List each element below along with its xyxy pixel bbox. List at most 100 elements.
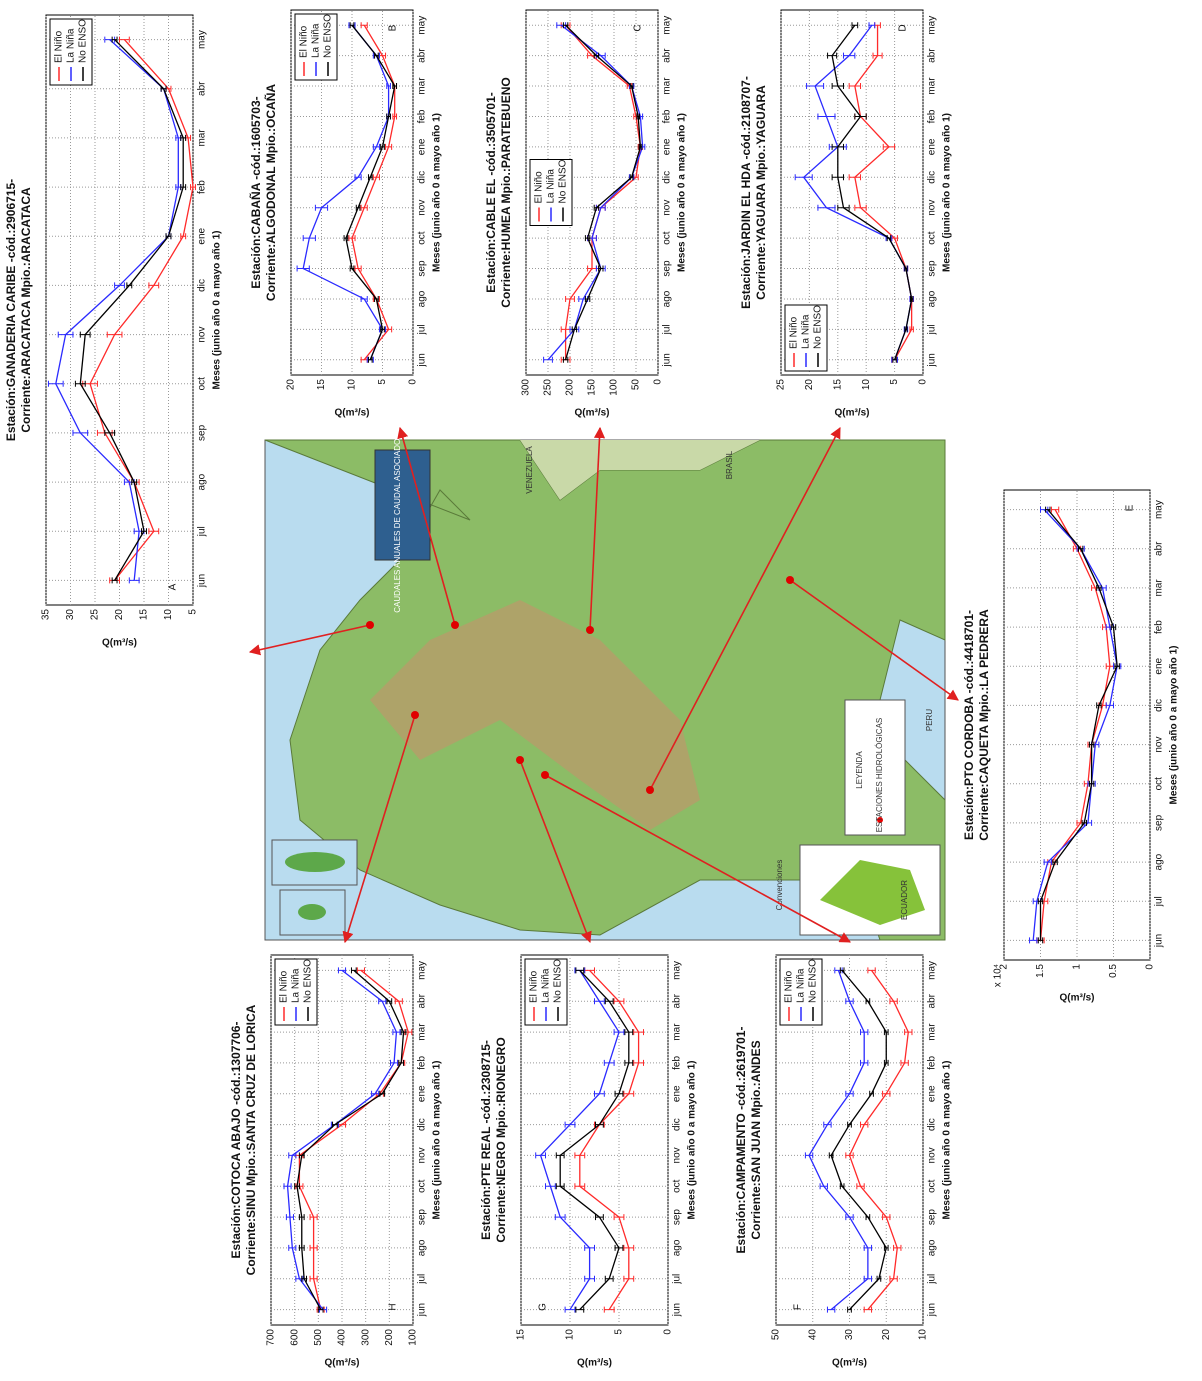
chart-panel: Estación:JARDIN EL HDA -cód.:2108707-Cor… (739, 10, 952, 419)
x-tick-label: jun (417, 1303, 428, 1317)
x-tick-label: oct (927, 1179, 938, 1193)
panel-label: A (168, 583, 179, 590)
x-tick-label: jul (662, 324, 673, 335)
x-tick-label: feb (662, 109, 673, 123)
x-tick-label: abr (927, 48, 938, 63)
x-axis-label: Meses (junio año 0 a mayo año 1) (1169, 646, 1180, 805)
y-tick-label: 0 (1145, 964, 1156, 970)
x-tick-label: oct (927, 231, 938, 245)
y-tick-label: 5 (377, 379, 388, 385)
y-tick-label: 20 (286, 379, 297, 391)
x-tick-label: ago (1154, 853, 1165, 870)
y-tick-label: 50 (771, 1329, 782, 1341)
x-tick-label: dic (672, 1118, 683, 1131)
chart-title: Estación:CAMPAMENTO -cód.:2619701- (734, 1027, 748, 1254)
x-tick-label: ene (662, 138, 673, 155)
y-tick-label: 300 (360, 1329, 371, 1346)
x-tick-label: jun (662, 353, 673, 367)
chart-title: Estación:PTE REAL -cód.:2308715- (479, 1040, 493, 1240)
x-tick-label: abr (417, 993, 428, 1008)
legend-label: La Niña (311, 23, 322, 58)
y-tick-label: 15 (139, 609, 150, 621)
legend-label: La Niña (546, 169, 557, 204)
x-tick-label: feb (417, 1056, 428, 1070)
x-tick-label: may (417, 16, 428, 35)
legend-label: No ENSO (78, 19, 89, 63)
x-tick-label: mar (672, 1023, 683, 1041)
chart-panel: Estación:CABAÑA -cód.:1605703-Corriente:… (248, 10, 442, 419)
legend-label: La Niña (801, 314, 812, 349)
x-tick-label: jul (672, 1274, 683, 1285)
x-tick-label: jul (927, 1274, 938, 1285)
x-tick-label: dic (927, 171, 938, 184)
station (541, 771, 549, 779)
y-tick-label: 5 (188, 609, 199, 615)
x-tick-label: oct (672, 1179, 683, 1193)
x-tick-label: jun (417, 353, 428, 367)
x-tick-label: may (417, 961, 428, 980)
x-axis-label: Meses (junio año 0 a mayo año 1) (432, 113, 443, 272)
x-tick-label: sep (1154, 814, 1165, 831)
legend-label: El Niño (529, 970, 540, 1003)
y-tick-label: 100 (609, 379, 620, 396)
y-tick-label: 150 (587, 379, 598, 396)
x-tick-label: abr (1154, 541, 1165, 556)
chart-title: Estación:COTOCA ABAJO -cód.:1307706- (229, 1022, 243, 1259)
y-tick-label: 0 (918, 379, 929, 385)
x-tick-label: mar (1154, 579, 1165, 597)
x-tick-label: nov (417, 1147, 428, 1163)
x-tick-label: mar (927, 77, 938, 95)
x-tick-label: oct (197, 377, 208, 391)
x-tick-label: jun (1154, 934, 1165, 948)
x-tick-label: oct (417, 231, 428, 245)
x-tick-label: may (927, 16, 938, 35)
chart-title: Estación:PTO CORDOBA -cód.:4418701- (962, 610, 976, 840)
country-label: BRASIL (725, 450, 734, 479)
y-tick-label: 10 (918, 1329, 929, 1341)
x-tick-label: sep (927, 260, 938, 277)
x-tick-label: jul (197, 526, 208, 537)
panel-label: G (538, 1303, 549, 1311)
x-tick-label: jul (417, 324, 428, 335)
y-axis-label: Q(m³/s) (102, 638, 137, 649)
legend-label: El Niño (784, 970, 795, 1003)
chart-title: Corriente:SAN JUAN Mpio.:ANDES (749, 1040, 763, 1239)
x-tick-label: abr (662, 48, 673, 63)
x-tick-label: ago (417, 290, 428, 307)
y-tick-label: 30 (844, 1329, 855, 1341)
x-tick-label: jun (672, 1303, 683, 1317)
chart-title: Corriente:NEGRO Mpio.:RIONEGRO (494, 1037, 508, 1242)
panel-label: F (793, 1304, 804, 1310)
x-tick-label: sep (672, 1209, 683, 1226)
x-tick-label: nov (1154, 737, 1165, 753)
y-tick-label: 10 (347, 379, 358, 391)
x-tick-label: dic (417, 1118, 428, 1131)
x-tick-label: ago (672, 1239, 683, 1256)
x-tick-label: mar (197, 129, 208, 147)
legend-label: El Niño (299, 25, 310, 58)
y-tick-label: 25 (776, 379, 787, 391)
y-tick-label: 300 (521, 379, 532, 396)
legend-label: La Niña (796, 968, 807, 1003)
x-tick-label: abr (417, 48, 428, 63)
chart-title: Estación:JARDIN EL HDA -cód.:2108707- (739, 76, 753, 309)
x-tick-label: ene (417, 1085, 428, 1102)
y-tick-label: 20 (804, 379, 815, 391)
panel-label: C (633, 24, 644, 31)
x-tick-label: jul (1154, 896, 1165, 907)
x-tick-label: ago (197, 473, 208, 490)
chart-title: Estación:GANADERIA CARIBE -cód.:2906715- (4, 179, 18, 441)
y-multiplier: x 10⁴ (993, 964, 1004, 987)
legend-label: No ENSO (323, 14, 334, 58)
x-tick-label: mar (417, 77, 428, 95)
y-tick-label: 600 (289, 1329, 300, 1346)
x-tick-label: jun (927, 353, 938, 367)
chart-title: Estación:CABAÑA -cód.:1605703- (248, 96, 263, 288)
x-tick-label: ago (662, 290, 673, 307)
x-tick-label: nov (927, 200, 938, 216)
figure: CAUDALES ANUALES DE CAUDAL ASOCIADOS AL … (0, 0, 1202, 1381)
x-tick-label: sep (417, 1209, 428, 1226)
y-tick-label: 100 (408, 1329, 419, 1346)
x-tick-label: abr (927, 993, 938, 1008)
x-axis-label: Meses (junio año 0 a mayo año 1) (687, 1061, 698, 1220)
